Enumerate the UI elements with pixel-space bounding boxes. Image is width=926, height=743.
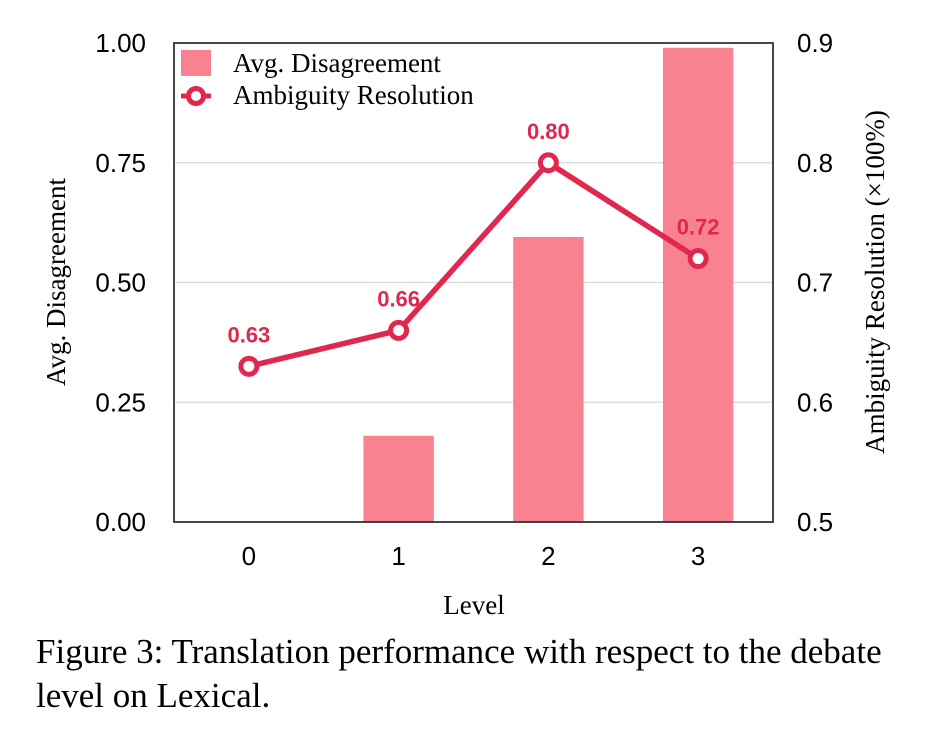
left-axis-ticks: 0.00 0.25 0.50 0.75 1.00 xyxy=(95,28,146,537)
x-axis-ticks: 0 1 2 3 xyxy=(242,541,706,571)
right-tick-label: 0.5 xyxy=(797,507,833,537)
bar xyxy=(363,435,434,522)
left-tick-label: 0.00 xyxy=(95,507,146,537)
bar-series xyxy=(363,47,734,522)
right-tick-label: 0.7 xyxy=(797,268,833,298)
figure-caption: Figure 3: Translation performance with r… xyxy=(36,632,882,715)
legend: Avg. Disagreement Ambiguity Resolution xyxy=(181,48,474,110)
right-tick-label: 0.8 xyxy=(797,148,833,178)
line-points xyxy=(238,152,709,377)
x-tick-label: 2 xyxy=(541,541,555,571)
plot-frame xyxy=(173,42,774,523)
line-point xyxy=(687,248,709,270)
data-label: 0.80 xyxy=(527,119,570,144)
left-tick-label: 1.00 xyxy=(95,28,146,58)
legend-line-marker xyxy=(186,86,206,106)
right-tick-label: 0.6 xyxy=(797,387,833,417)
legend-line-label: Ambiguity Resolution xyxy=(233,80,474,110)
data-label: 0.72 xyxy=(677,215,720,240)
left-tick-label: 0.75 xyxy=(95,148,146,178)
data-label: 0.66 xyxy=(377,286,420,311)
right-axis-label: Ambiguity Resolution (×100%) xyxy=(860,110,890,454)
right-axis-ticks: 0.5 0.6 0.7 0.8 0.9 xyxy=(797,28,833,537)
left-axis-label: Avg. Disagreement xyxy=(41,178,71,386)
line-point xyxy=(537,152,559,174)
x-tick-label: 1 xyxy=(391,541,405,571)
left-tick-label: 0.50 xyxy=(95,268,146,298)
line-data-labels: 0.63 0.66 0.80 0.72 xyxy=(227,119,719,348)
left-tick-label: 0.25 xyxy=(95,387,146,417)
x-tick-label: 0 xyxy=(242,541,256,571)
bar xyxy=(513,236,584,522)
line-series xyxy=(248,160,700,369)
line-point xyxy=(388,319,410,341)
line-path xyxy=(248,160,700,369)
x-tick-label: 3 xyxy=(691,541,705,571)
data-label: 0.63 xyxy=(227,322,270,347)
right-tick-label: 0.9 xyxy=(797,28,833,58)
bar xyxy=(662,47,734,522)
legend-bar-swatch xyxy=(181,50,211,76)
x-axis-label: Level xyxy=(443,590,504,620)
line-point xyxy=(238,355,260,377)
chart: 0.630.660.800.72 0.000.250.500.751.00 0.… xyxy=(41,28,890,620)
legend-bar-label: Avg. Disagreement xyxy=(233,48,441,78)
